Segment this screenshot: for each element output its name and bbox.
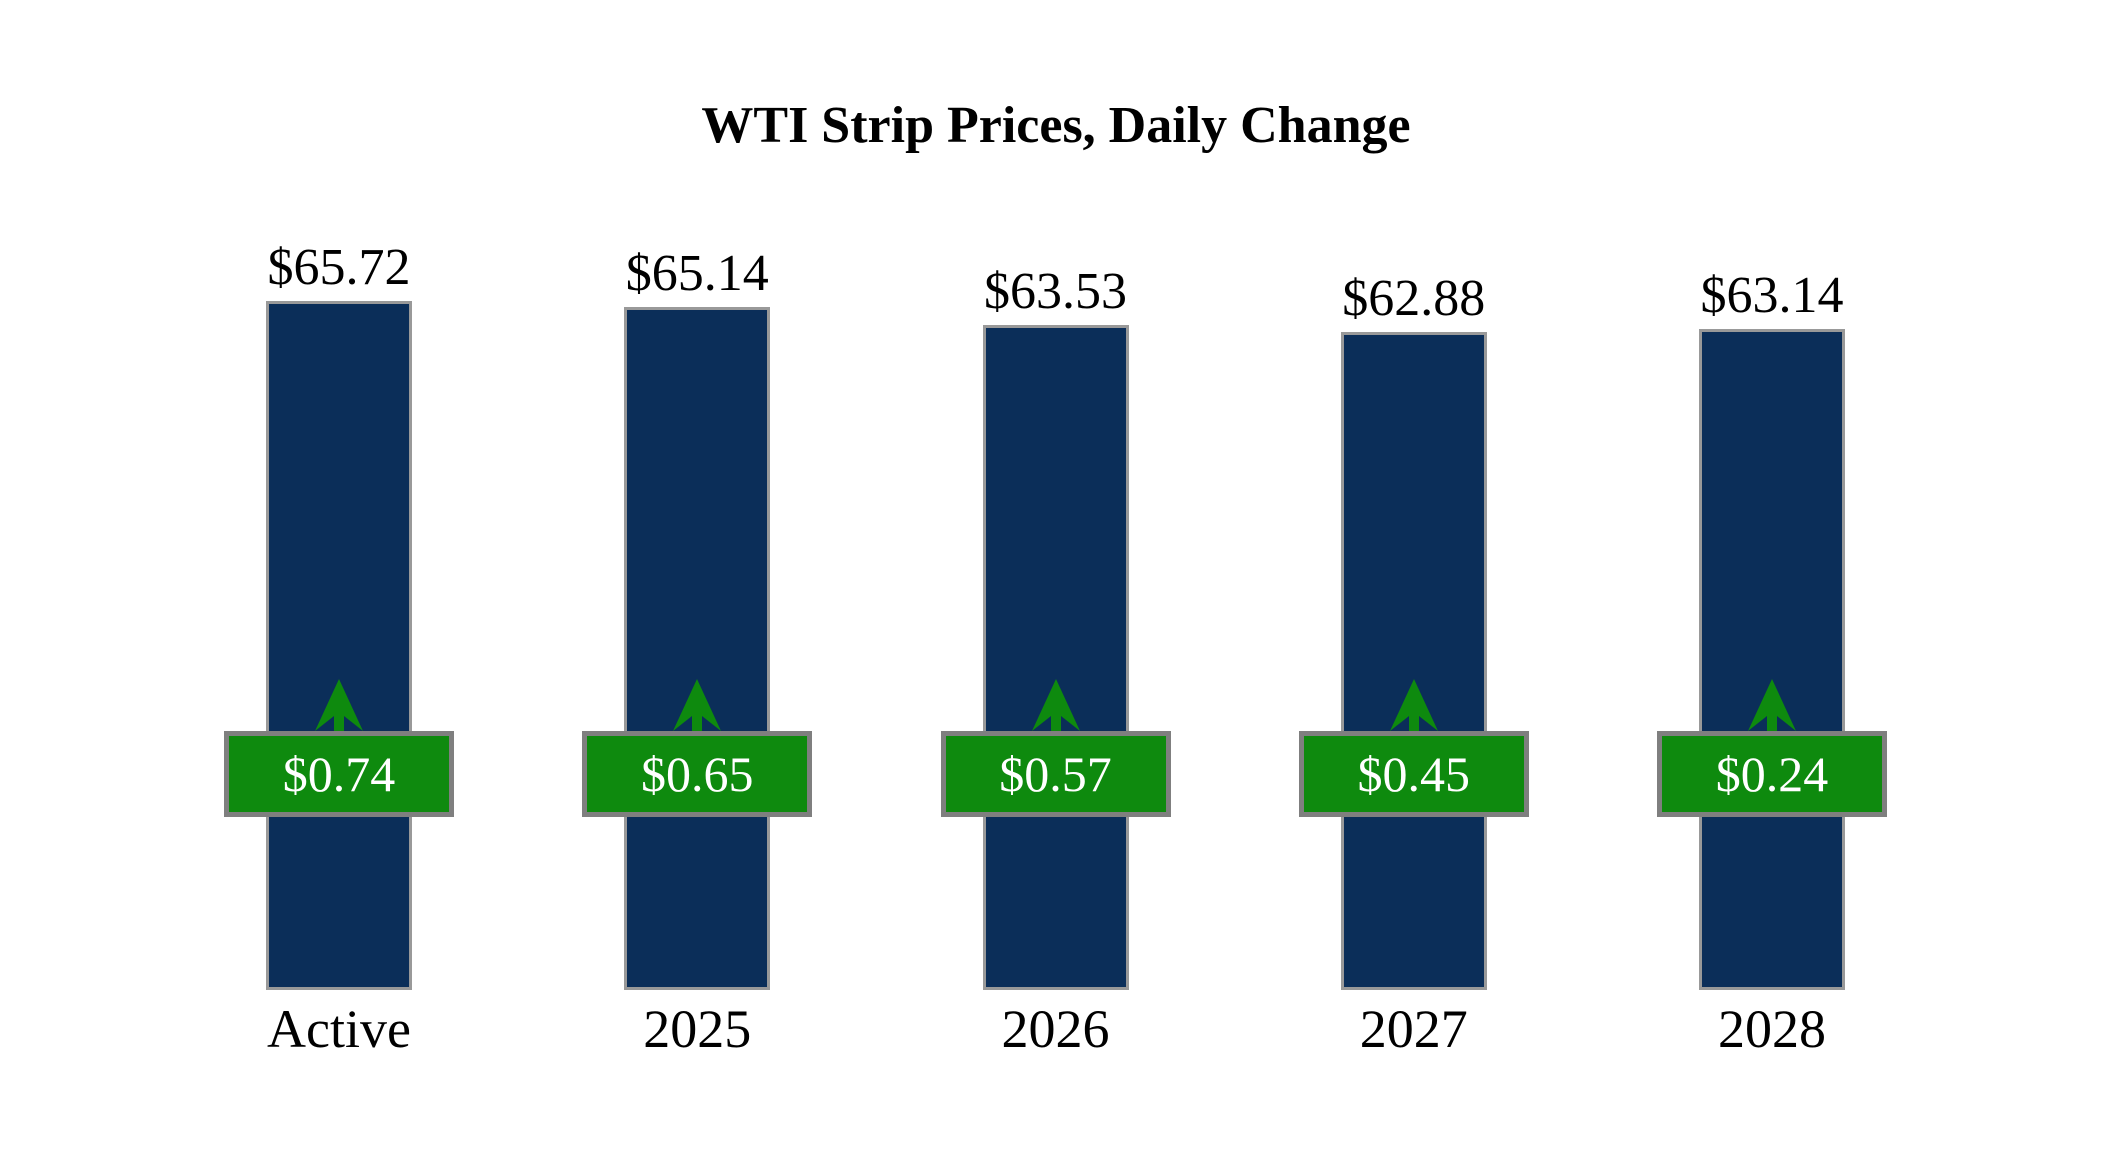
change-label: $0.45 — [1357, 746, 1471, 802]
change-badge: $0.45 — [1298, 731, 1529, 817]
category-label: 2025 — [643, 999, 752, 1059]
change-badge: $0.65 — [582, 731, 813, 817]
up-arrow-icon — [1389, 679, 1438, 737]
change-label: $0.24 — [1715, 746, 1829, 802]
change-badge: $0.24 — [1657, 731, 1887, 817]
price-label: $65.14 — [625, 245, 769, 302]
change-badge: $0.74 — [224, 731, 454, 817]
bar — [1699, 329, 1845, 990]
bar — [624, 307, 771, 990]
price-label: $62.88 — [1342, 270, 1486, 327]
category-label: 2028 — [1718, 999, 1826, 1059]
change-label: $0.65 — [641, 746, 754, 802]
category-label: 2026 — [1001, 999, 1110, 1059]
price-label: $63.53 — [984, 263, 1127, 320]
up-arrow-icon — [315, 679, 363, 737]
change-label: $0.74 — [282, 746, 396, 802]
change-label: $0.57 — [999, 746, 1112, 802]
price-label: $65.72 — [267, 239, 411, 296]
category-label: 2027 — [1359, 999, 1468, 1059]
up-arrow-icon — [673, 679, 722, 737]
chart-title: WTI Strip Prices, Daily Change — [701, 97, 1411, 154]
category-label: Active — [267, 999, 411, 1059]
bar — [982, 325, 1129, 990]
price-label: $63.14 — [1700, 267, 1844, 324]
up-arrow-icon — [1031, 679, 1080, 737]
up-arrow-icon — [1748, 679, 1796, 737]
bar — [1340, 332, 1487, 990]
bar — [266, 301, 412, 990]
change-badge: $0.57 — [940, 731, 1171, 817]
